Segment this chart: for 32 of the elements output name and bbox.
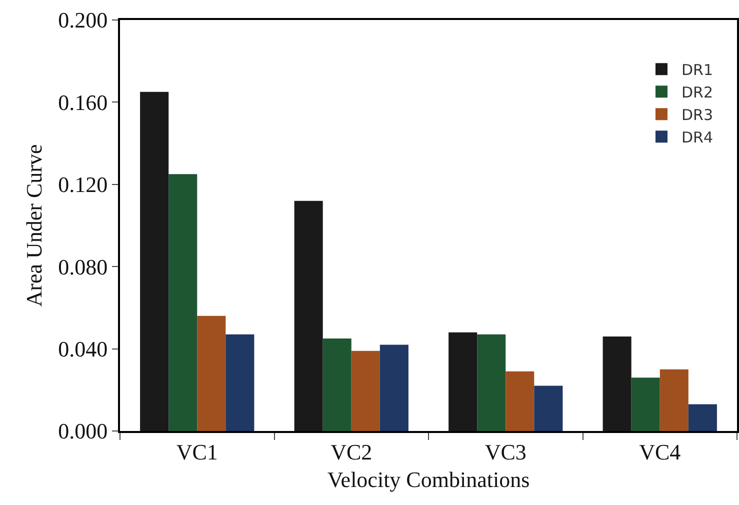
bar (294, 200, 323, 431)
bar (602, 336, 632, 431)
x-tick-label: VC4 (639, 439, 681, 464)
y-tick-label: 0.160 (58, 90, 108, 115)
bar (226, 334, 254, 431)
bar (140, 92, 169, 431)
bar (534, 386, 563, 431)
bar (631, 378, 660, 431)
legend-label: DR3 (681, 106, 714, 124)
x-tick-label: VC2 (330, 439, 372, 464)
bar (477, 334, 506, 431)
y-tick-label: 0.000 (58, 418, 108, 444)
bar (448, 332, 478, 431)
legend-label: DR4 (681, 128, 714, 146)
bar (688, 404, 717, 431)
legend-label: DR2 (681, 83, 714, 102)
bar (506, 371, 534, 431)
x-axis-title: Velocity Combinations (327, 466, 530, 492)
y-axis-title: Area Under Curve (21, 144, 46, 307)
bar (322, 338, 352, 431)
y-tick-label: 0.200 (58, 8, 108, 33)
y-tick-label: 0.120 (58, 172, 108, 198)
y-tick-label: 0.040 (58, 336, 108, 362)
bar (660, 369, 688, 431)
bar (351, 350, 380, 431)
bar (197, 316, 226, 431)
x-tick-label: VC3 (484, 439, 526, 464)
x-tick-label: VC1 (176, 439, 218, 464)
bar (168, 174, 198, 431)
y-tick-label: 0.080 (58, 254, 108, 280)
legend-label: DR1 (681, 60, 714, 79)
bar (380, 344, 408, 431)
